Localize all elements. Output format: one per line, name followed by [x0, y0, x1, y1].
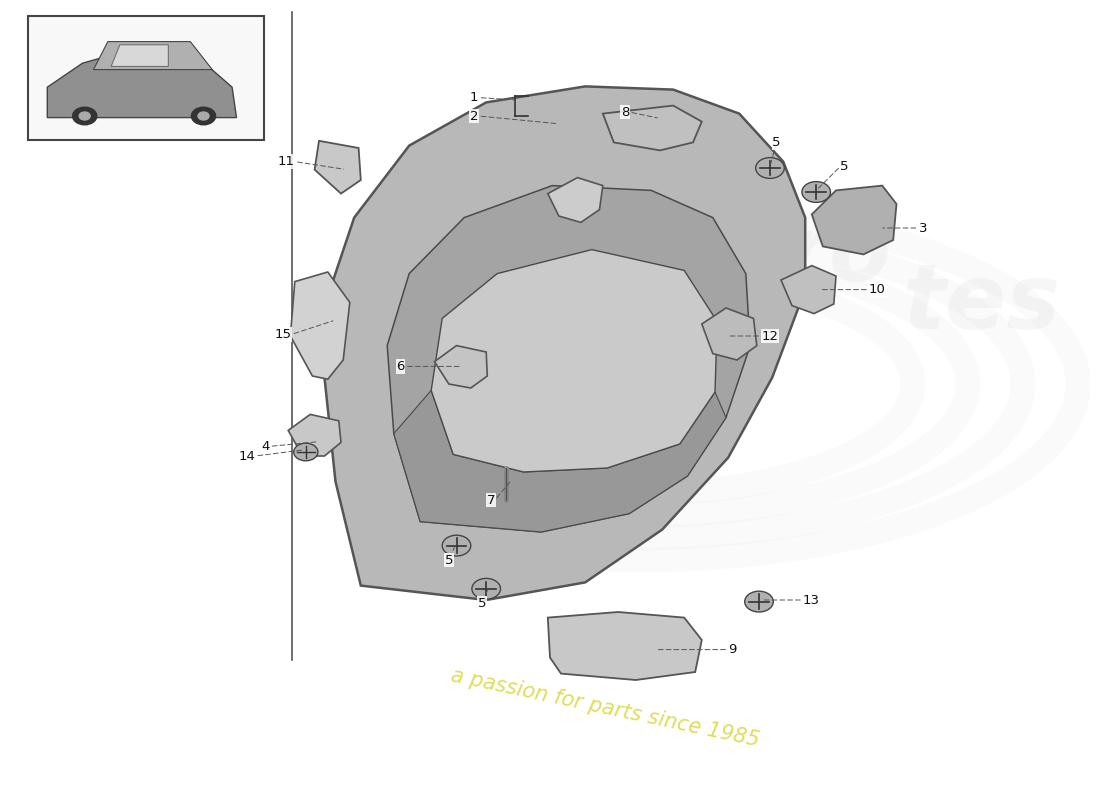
Polygon shape — [111, 45, 168, 66]
Polygon shape — [324, 86, 805, 600]
Text: 5: 5 — [444, 554, 453, 566]
Text: 11: 11 — [278, 155, 295, 168]
Circle shape — [472, 578, 500, 599]
Polygon shape — [431, 250, 717, 472]
Polygon shape — [603, 106, 702, 150]
Text: 5: 5 — [840, 160, 849, 173]
Text: 12: 12 — [761, 330, 778, 342]
Polygon shape — [702, 308, 757, 360]
Circle shape — [294, 443, 318, 461]
Circle shape — [73, 107, 97, 125]
Circle shape — [191, 107, 216, 125]
Text: 4: 4 — [261, 440, 270, 453]
Polygon shape — [47, 52, 236, 118]
Text: 6: 6 — [396, 360, 405, 373]
Polygon shape — [288, 414, 341, 456]
Circle shape — [745, 591, 773, 612]
Text: 9: 9 — [728, 643, 737, 656]
Polygon shape — [94, 42, 212, 70]
Text: a passion for parts since 1985: a passion for parts since 1985 — [449, 666, 761, 750]
Text: 10: 10 — [869, 283, 886, 296]
Polygon shape — [812, 186, 896, 254]
Text: euro: euro — [660, 212, 892, 300]
Polygon shape — [394, 390, 726, 532]
Text: 5: 5 — [477, 597, 486, 610]
Circle shape — [756, 158, 784, 178]
Circle shape — [442, 535, 471, 556]
Polygon shape — [387, 186, 750, 532]
Polygon shape — [548, 612, 702, 680]
Polygon shape — [290, 272, 350, 379]
Polygon shape — [548, 178, 603, 222]
Text: 14: 14 — [239, 450, 255, 462]
Circle shape — [198, 112, 209, 120]
Circle shape — [79, 112, 90, 120]
FancyBboxPatch shape — [28, 16, 264, 140]
Text: 1: 1 — [470, 91, 478, 104]
Text: 5: 5 — [772, 136, 781, 149]
Text: tes: tes — [902, 260, 1060, 348]
Text: 15: 15 — [275, 328, 292, 341]
Polygon shape — [781, 266, 836, 314]
Text: 7: 7 — [486, 494, 495, 506]
Polygon shape — [315, 141, 361, 194]
Circle shape — [802, 182, 830, 202]
Polygon shape — [434, 346, 487, 388]
Text: 8: 8 — [620, 106, 629, 118]
Text: 3: 3 — [918, 222, 927, 234]
Text: 2: 2 — [470, 110, 478, 122]
Text: 13: 13 — [803, 594, 820, 606]
